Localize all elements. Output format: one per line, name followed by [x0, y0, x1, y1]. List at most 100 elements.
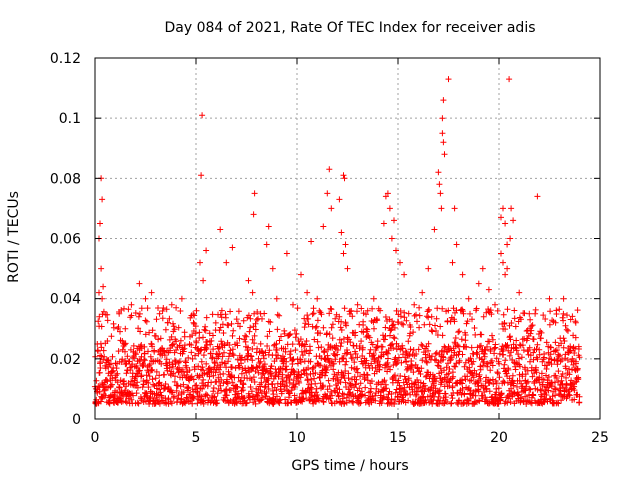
- data-point: [529, 322, 536, 329]
- data-point: [390, 345, 397, 351]
- data-point: [308, 238, 315, 245]
- data-point: [528, 327, 535, 334]
- data-point: [98, 323, 105, 330]
- data-point: [199, 385, 206, 392]
- data-point: [297, 374, 304, 381]
- data-point: [326, 383, 333, 389]
- data-point: [298, 371, 305, 378]
- data-point: [289, 341, 296, 348]
- data-point: [568, 377, 575, 384]
- data-point: [522, 393, 529, 400]
- data-point: [381, 377, 388, 384]
- data-point: [108, 333, 115, 340]
- data-point: [382, 364, 388, 371]
- data-point: [450, 373, 457, 380]
- data-point: [429, 353, 435, 360]
- data-point: [311, 375, 318, 382]
- data-point: [388, 235, 395, 242]
- data-point: [114, 370, 121, 377]
- data-point: [248, 388, 255, 395]
- data-point: [105, 357, 112, 364]
- data-point: [142, 317, 149, 324]
- data-point: [286, 332, 293, 338]
- data-point: [134, 399, 141, 406]
- data-point: [297, 356, 304, 363]
- data-point: [226, 342, 233, 348]
- data-point: [362, 384, 369, 391]
- data-point: [370, 295, 377, 302]
- data-point: [138, 353, 145, 360]
- data-point: [98, 394, 105, 401]
- data-point: [348, 307, 355, 314]
- data-point: [185, 384, 192, 391]
- data-point: [391, 401, 398, 407]
- data-point: [122, 348, 128, 355]
- data-point: [208, 337, 215, 344]
- data-point: [152, 333, 159, 339]
- data-point: [522, 371, 529, 378]
- x-tick-label: 0: [91, 430, 100, 446]
- data-point: [109, 353, 116, 360]
- data-point: [321, 347, 328, 354]
- data-point: [368, 360, 375, 367]
- data-point: [527, 358, 533, 365]
- data-point: [555, 400, 562, 407]
- data-point: [438, 205, 445, 212]
- data-point: [283, 358, 290, 365]
- data-point: [168, 400, 175, 407]
- data-point: [397, 259, 403, 266]
- data-point: [390, 334, 397, 341]
- data-point: [471, 367, 478, 374]
- data-point: [304, 289, 311, 296]
- data-point: [343, 322, 350, 329]
- data-point: [329, 392, 335, 399]
- data-point: [144, 305, 151, 312]
- data-point: [145, 384, 152, 391]
- data-point: [498, 390, 505, 397]
- data-point: [168, 301, 175, 308]
- data-point: [489, 332, 495, 339]
- data-point: [150, 381, 157, 388]
- data-point: [338, 327, 345, 333]
- data-point: [149, 376, 156, 383]
- x-tick-label: 25: [591, 430, 609, 446]
- data-point: [224, 380, 231, 387]
- data-point: [325, 377, 332, 384]
- data-point: [218, 307, 225, 314]
- data-point: [192, 352, 198, 359]
- data-point: [264, 343, 271, 349]
- data-point: [128, 301, 135, 308]
- data-point: [542, 316, 549, 322]
- data-point: [442, 394, 449, 401]
- data-point: [527, 330, 534, 337]
- data-point: [525, 378, 531, 385]
- data-point: [376, 363, 383, 370]
- data-point: [401, 384, 408, 391]
- data-point: [276, 312, 283, 319]
- data-point: [344, 349, 351, 356]
- data-point: [379, 343, 386, 350]
- data-point: [274, 311, 281, 318]
- data-point: [189, 355, 196, 362]
- data-point: [168, 333, 175, 340]
- data-point: [456, 348, 463, 355]
- data-point: [335, 393, 342, 400]
- data-point: [251, 310, 258, 317]
- data-point: [418, 341, 425, 348]
- data-point: [162, 326, 169, 333]
- data-point: [484, 343, 490, 350]
- data-point: [217, 364, 224, 371]
- data-point: [237, 323, 243, 330]
- data-point: [338, 229, 345, 236]
- data-point: [122, 340, 129, 347]
- data-point: [511, 307, 518, 314]
- data-point: [560, 317, 567, 324]
- data-point: [416, 304, 423, 311]
- data-point: [354, 301, 361, 308]
- data-point: [212, 369, 219, 376]
- data-point: [379, 396, 386, 403]
- data-point: [476, 343, 483, 350]
- data-point: [166, 364, 173, 371]
- data-point: [381, 336, 388, 343]
- data-point: [136, 358, 143, 365]
